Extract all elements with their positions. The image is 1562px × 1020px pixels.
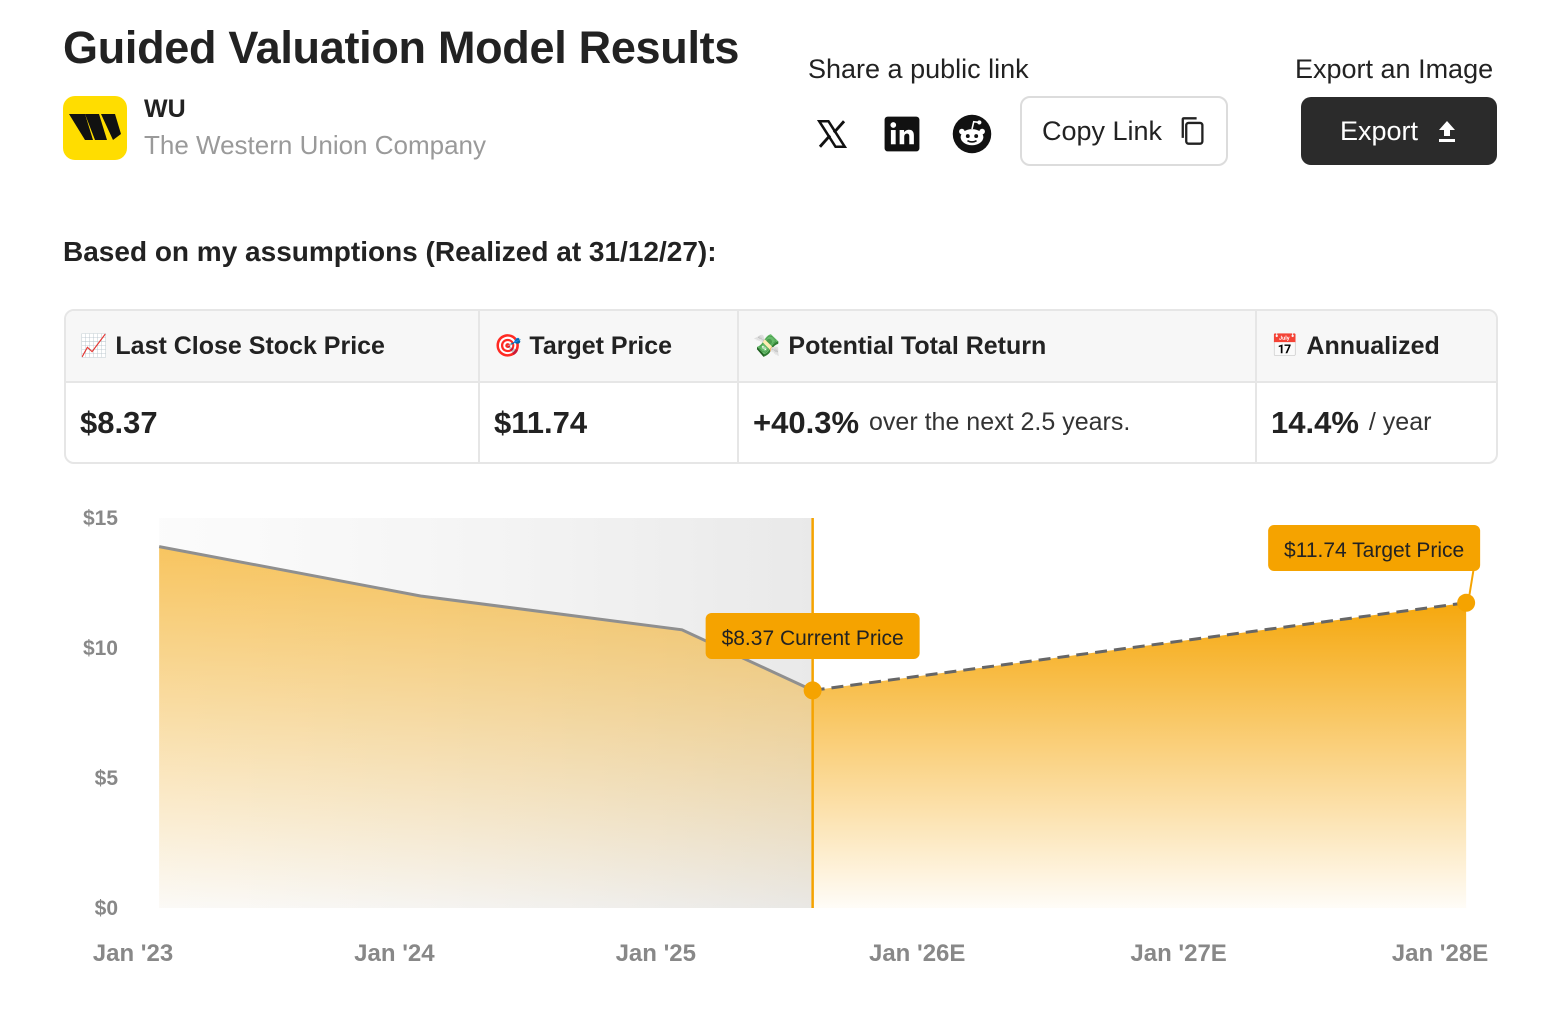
copy-icon <box>1178 116 1206 146</box>
x-tick-label: Jan '28E <box>1392 940 1488 967</box>
x-tick-label: Jan '25 <box>616 940 696 967</box>
current-price-label: $8.37 Current Price <box>722 627 904 650</box>
header-last-close: 📈 Last Close Stock Price <box>66 311 480 383</box>
header-annualized: 📅 Annualized <box>1257 311 1496 383</box>
calendar-icon: 📅 <box>1271 333 1299 358</box>
target-price-label: $11.74 Target Price <box>1284 539 1464 562</box>
forecast-line <box>812 601 1467 692</box>
company-name: The Western Union Company <box>144 130 487 160</box>
current-price-point <box>803 681 822 700</box>
value-target-price: $11.74 <box>480 383 739 462</box>
copy-link-label: Copy Link <box>1041 115 1163 146</box>
current-price-tooltip <box>705 613 920 659</box>
y-tick-label: $5 <box>95 767 119 790</box>
company-info: WU The Western Union Company <box>63 95 486 161</box>
historical-line <box>158 545 814 692</box>
x-tick-label: Jan '24 <box>354 940 435 967</box>
header-total-return: 💸 Potential Total Return <box>739 311 1257 383</box>
target-icon: 🎯 <box>494 333 522 358</box>
annualized-note: / year <box>1368 408 1432 436</box>
share-label: Share a public link <box>808 54 1029 84</box>
copy-link-button[interactable]: Copy Link <box>1020 96 1228 166</box>
export-label: Export an Image <box>1295 54 1494 84</box>
value-total-return-cell: +40.3% over the next 2.5 years. <box>739 383 1257 462</box>
chart-increasing-icon: 📈 <box>80 333 108 358</box>
upload-icon <box>1436 119 1458 143</box>
reddit-icon[interactable] <box>948 110 996 158</box>
company-logo <box>63 96 127 160</box>
header-target-price: 🎯 Target Price <box>480 311 739 383</box>
target-price-point <box>1457 593 1476 612</box>
assumptions-text: Based on my assumptions (Realized at 31/… <box>63 236 717 267</box>
header-total-return-label: Potential Total Return <box>788 331 1047 360</box>
x-tick-label: Jan '26E <box>869 940 965 967</box>
x-icon[interactable] <box>808 110 856 158</box>
export-button-label: Export <box>1339 115 1419 146</box>
results-table: 📈 Last Close Stock Price 🎯 Target Price 💸 P… <box>64 309 1498 464</box>
forecast-area <box>812 602 1467 908</box>
y-tick-label: $15 <box>83 507 118 530</box>
header-last-close-label: Last Close Stock Price <box>115 331 385 360</box>
y-tick-label: $10 <box>83 637 118 660</box>
total-return-note: over the next 2.5 years. <box>869 408 1131 436</box>
target-price-tooltip <box>1268 525 1481 571</box>
value-annualized: 14.4% <box>1271 404 1359 440</box>
share-section: Share a public link Copy Link <box>808 54 1228 166</box>
header-target-price-label: Target Price <box>529 331 673 360</box>
value-annualized-cell: 14.4% / year <box>1257 383 1496 462</box>
linkedin-icon[interactable] <box>878 110 926 158</box>
x-tick-label: Jan '23 <box>93 940 173 967</box>
value-last-close: $8.37 <box>66 383 480 462</box>
page-title: Guided Valuation Model Results <box>63 22 740 73</box>
money-wings-icon: 💸 <box>753 333 781 358</box>
x-tick-label: Jan '27E <box>1130 940 1226 967</box>
value-total-return: +40.3% <box>753 404 860 440</box>
historical-area <box>159 546 813 908</box>
header-annualized-label: Annualized <box>1306 331 1440 360</box>
y-tick-label: $0 <box>95 897 118 920</box>
export-button[interactable]: Export <box>1301 97 1497 165</box>
price-chart: $0 $5 $10 $15 Jan '23 Jan '24 Jan '25 Jan '26E J… <box>83 507 1488 967</box>
export-section: Export an Image Export <box>1295 54 1497 165</box>
ticker: WU <box>144 95 186 123</box>
